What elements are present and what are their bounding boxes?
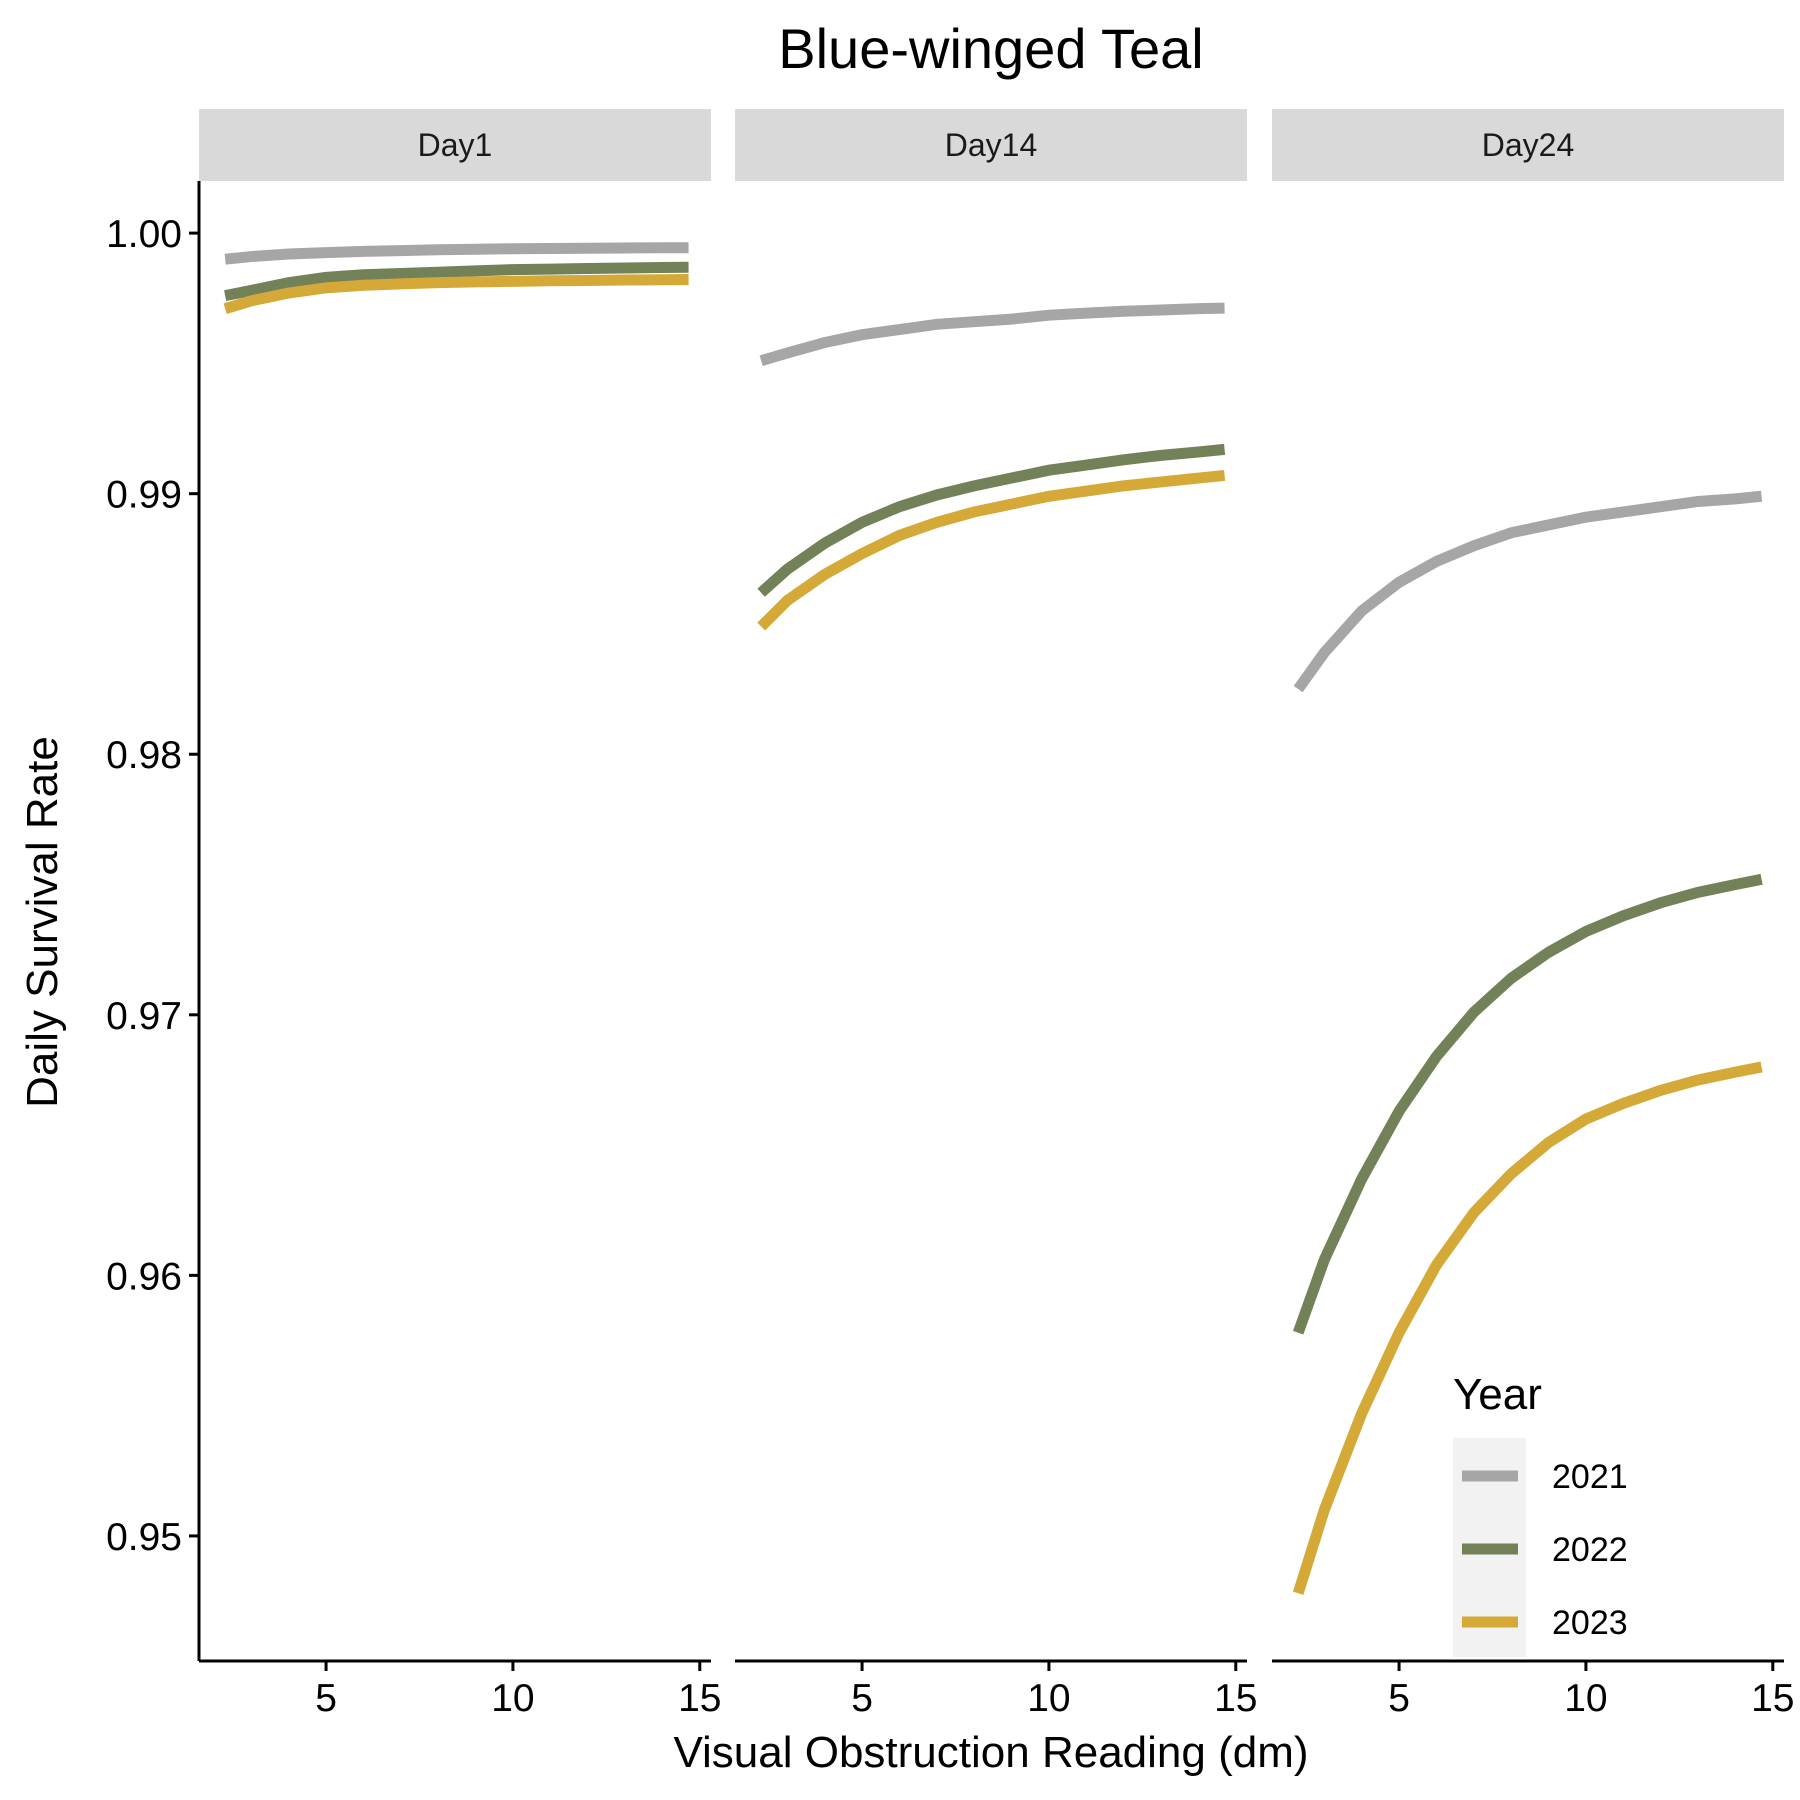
facet-panel-day24: Day24 5 10 15 bbox=[1272, 109, 1794, 1720]
x-tick-label: 15 bbox=[1751, 1677, 1794, 1720]
facet-strip bbox=[1272, 109, 1784, 181]
y-tick-label: 0.98 bbox=[106, 734, 182, 777]
y-tick-label: 1.00 bbox=[106, 213, 182, 256]
facet-strip bbox=[199, 109, 711, 181]
legend-label-2023: 2023 bbox=[1552, 1604, 1628, 1642]
x-tick-label: 5 bbox=[315, 1677, 337, 1720]
series-line-2021 bbox=[224, 242, 689, 265]
series-line-2023 bbox=[1292, 1061, 1763, 1595]
y-tick-label: 0.95 bbox=[106, 1516, 182, 1559]
legend-label-2022: 2022 bbox=[1552, 1531, 1628, 1569]
x-axis-title: Visual Obstruction Reading (dm) bbox=[673, 1728, 1308, 1777]
series-line-2022 bbox=[757, 443, 1226, 597]
y-tick-label: 0.97 bbox=[106, 995, 182, 1038]
y-tick-label: 0.99 bbox=[106, 474, 182, 517]
facet-panels: Day1 5 10 15 Day14 5 10 15 Day24 5 10 15 0.95 0.96 0.9… bbox=[106, 109, 1794, 1720]
series-line-2022 bbox=[1292, 873, 1763, 1335]
series-line-2023 bbox=[223, 273, 689, 314]
chart-title: Blue-winged Teal bbox=[778, 17, 1203, 80]
y-tick-label: 0.96 bbox=[106, 1255, 182, 1298]
facet-strip-label: Day1 bbox=[418, 127, 493, 163]
facet-panel-day14: Day14 5 10 15 bbox=[735, 109, 1257, 1720]
facet-panel-day1: Day1 5 10 15 bbox=[199, 109, 721, 1720]
x-tick-label: 5 bbox=[851, 1677, 873, 1720]
legend-label-2021: 2021 bbox=[1552, 1458, 1628, 1496]
legend-title: Year bbox=[1453, 1370, 1542, 1419]
x-tick-label: 15 bbox=[678, 1677, 721, 1720]
x-tick-label: 15 bbox=[1214, 1677, 1257, 1720]
series-line-2022 bbox=[224, 261, 689, 302]
series-line-2021 bbox=[1293, 490, 1763, 693]
y-axis-title: Daily Survival Rate bbox=[18, 736, 67, 1108]
facet-strip bbox=[735, 109, 1247, 181]
legend-entries: 2021 2022 2023 bbox=[1462, 1458, 1628, 1642]
series-line-2021 bbox=[759, 302, 1225, 367]
series-line-2023 bbox=[757, 469, 1226, 631]
x-tick-label: 10 bbox=[1027, 1677, 1070, 1720]
facet-strip-label: Day24 bbox=[1482, 127, 1575, 163]
legend: Year 2021 2022 2023 bbox=[1453, 1370, 1628, 1657]
x-tick-label: 5 bbox=[1388, 1677, 1410, 1720]
facet-strip-label: Day14 bbox=[945, 127, 1038, 163]
x-tick-label: 10 bbox=[491, 1677, 534, 1720]
x-tick-label: 10 bbox=[1564, 1677, 1607, 1720]
